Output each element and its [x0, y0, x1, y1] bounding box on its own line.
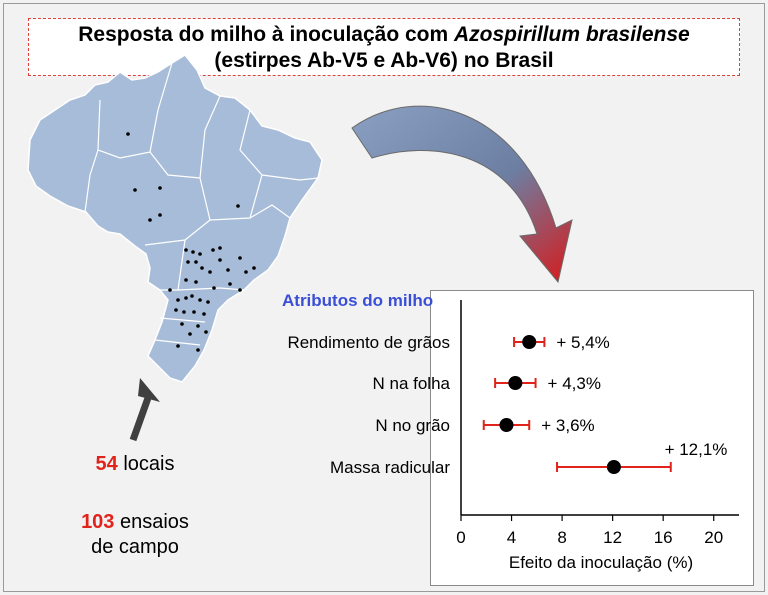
location-dot	[168, 288, 172, 292]
x-tick-label: 16	[654, 528, 673, 547]
location-dot	[228, 282, 232, 286]
location-dot	[218, 246, 222, 250]
location-dot	[190, 294, 194, 298]
category-label: N na folha	[373, 374, 451, 393]
trial-locations	[126, 132, 256, 352]
location-dot	[184, 248, 188, 252]
ensaios-count: 103	[81, 511, 115, 533]
state-border	[249, 174, 263, 219]
pointer-arrow	[129, 378, 160, 442]
location-dot	[198, 252, 202, 256]
location-dot	[218, 258, 222, 262]
location-dot	[211, 248, 215, 252]
chart-panel	[430, 290, 754, 586]
location-dot	[202, 312, 206, 316]
brazil-map	[27, 54, 323, 383]
state-border	[149, 62, 173, 153]
location-dot	[184, 296, 188, 300]
state-border	[177, 287, 245, 291]
value-annotation: + 4,3%	[548, 374, 601, 393]
state-border	[199, 95, 221, 179]
value-annotation: + 5,4%	[556, 333, 609, 352]
location-dot	[176, 298, 180, 302]
location-dot	[212, 286, 216, 290]
data-point	[606, 460, 621, 474]
state-borders	[84, 62, 319, 346]
title-species: Azospirillum brasilense	[454, 23, 690, 46]
x-tick-label: 4	[507, 528, 516, 547]
plot-area: 0 4 8 12 16 20 Rendimento de grãos + 5,4% N na f…	[287, 300, 739, 547]
state-border	[154, 339, 201, 346]
value-annotation: + 12,1%	[665, 440, 728, 459]
location-dot	[252, 266, 256, 270]
location-dot	[208, 270, 212, 274]
locais-stat: 54 locais	[60, 453, 210, 476]
title-line-2: (estirpes Ab-V5 e Ab-V6) no Brasil	[214, 49, 554, 72]
location-dot	[133, 188, 137, 192]
x-tick-label: 12	[603, 528, 622, 547]
location-dot	[226, 268, 230, 272]
state-border	[209, 204, 291, 221]
title-prefix: Resposta do milho à inoculação com	[78, 23, 454, 46]
location-dot	[174, 308, 178, 312]
location-dot	[238, 256, 242, 260]
location-dot	[244, 270, 248, 274]
ensaios-stat: 103 ensaios de campo	[40, 510, 230, 560]
value-annotation: + 3,6%	[541, 416, 594, 435]
chart-heading: Atributos do milho	[282, 291, 433, 310]
location-dot	[184, 278, 188, 282]
state-border	[84, 149, 99, 213]
location-dot	[186, 260, 190, 264]
location-dot	[206, 300, 210, 304]
location-dot	[158, 186, 162, 190]
state-border	[97, 99, 201, 179]
location-dot	[158, 213, 162, 217]
location-dot	[191, 250, 195, 254]
location-dot	[192, 310, 196, 314]
location-dot	[238, 288, 242, 292]
location-dot	[182, 310, 186, 314]
location-dot	[194, 260, 198, 264]
ensaios-line-2: de campo	[91, 536, 179, 558]
location-dot	[204, 330, 208, 334]
data-point	[499, 418, 514, 432]
category-label: N no grão	[375, 416, 450, 435]
location-dot	[196, 324, 200, 328]
location-dot	[126, 132, 130, 136]
category-label: Massa radicular	[330, 458, 450, 477]
location-dot	[198, 298, 202, 302]
brazil-outline	[27, 54, 323, 383]
title-box: Resposta do milho à inoculação com Azosp…	[28, 18, 740, 76]
location-dot	[176, 344, 180, 348]
data-point	[508, 376, 523, 390]
ensaios-label: ensaios	[114, 511, 189, 533]
locais-label: locais	[117, 453, 175, 475]
x-axis-label: Efeito da inoculação (%)	[509, 553, 693, 572]
x-tick-label: 0	[456, 528, 465, 547]
state-border	[159, 317, 206, 323]
category-label: Rendimento de grãos	[287, 333, 450, 352]
location-dot	[148, 218, 152, 222]
location-dot	[180, 322, 184, 326]
location-dot	[200, 266, 204, 270]
curved-arrow	[351, 105, 573, 284]
x-tick-label: 20	[704, 528, 723, 547]
locais-count: 54	[95, 453, 118, 475]
location-dot	[196, 348, 200, 352]
location-dot	[188, 332, 192, 336]
location-dot	[194, 280, 198, 284]
location-dot	[236, 204, 240, 208]
title-line-1: Resposta do milho à inoculação com Azosp…	[29, 22, 739, 48]
state-border	[144, 177, 211, 246]
data-point	[522, 335, 537, 349]
x-tick-label: 8	[557, 528, 566, 547]
